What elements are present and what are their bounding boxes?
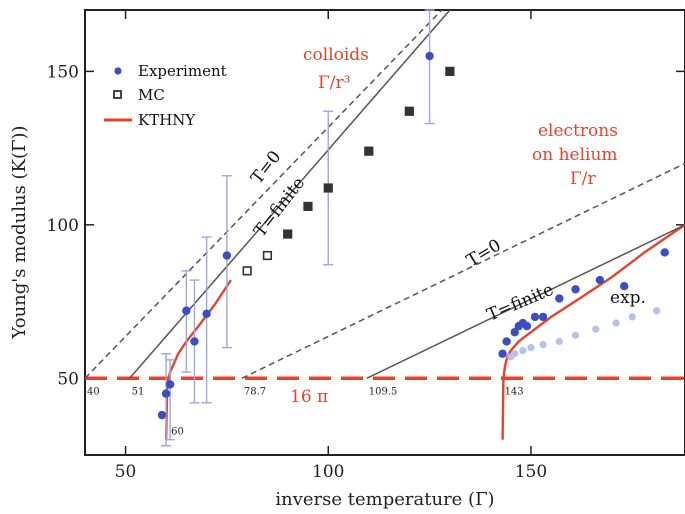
legend-label-mc: MC bbox=[138, 86, 165, 104]
mc-point-2 bbox=[283, 229, 293, 239]
legend-marker-experiment bbox=[114, 67, 122, 75]
experiment-faint-point-2 bbox=[519, 347, 527, 355]
experiment-point-1-9 bbox=[571, 285, 580, 294]
mc-point-6 bbox=[404, 106, 414, 116]
legend-label-experiment: Experiment bbox=[138, 62, 227, 80]
series-line-9 bbox=[366, 224, 685, 379]
annotation-t0-electrons: T=0 bbox=[463, 235, 505, 271]
experiment-point-0-5 bbox=[202, 309, 211, 319]
x-tick-label-2: 150 bbox=[515, 462, 547, 482]
annotation-electrons: electrons bbox=[538, 121, 618, 141]
experiment-point-1-10 bbox=[595, 275, 605, 285]
legend-marker-mc bbox=[113, 90, 122, 99]
threshold-mark-2: 78.7 bbox=[244, 386, 266, 397]
ticks-layer: 50 100 150 50 100 150 bbox=[47, 10, 685, 482]
experiment-faint-point-5 bbox=[555, 337, 563, 346]
experiment-faint-point-4 bbox=[539, 340, 547, 349]
annotation-t0-colloids: T=0 bbox=[247, 147, 285, 188]
experiment-point-1-12 bbox=[660, 248, 669, 257]
threshold-mark-0: 40 bbox=[87, 386, 100, 397]
experiment-point-0-6 bbox=[222, 251, 232, 260]
experiment-point-1-7 bbox=[538, 312, 548, 322]
threshold-label: 16 π bbox=[290, 387, 328, 407]
annotation-colloids-scaling: Γ/r³ bbox=[318, 73, 350, 93]
experiment-faint-point-3 bbox=[527, 343, 535, 352]
series-line-7 bbox=[129, 9, 451, 379]
experiment-point-0-8 bbox=[425, 51, 434, 61]
experiment-point-1-0 bbox=[498, 349, 507, 358]
experiment-point-0-0 bbox=[157, 410, 167, 420]
experiment-faint-point-10 bbox=[653, 307, 661, 315]
experiment-point-0-2 bbox=[165, 380, 175, 389]
y-tick-label-2: 150 bbox=[47, 62, 79, 82]
experiment-faint-point-8 bbox=[612, 319, 620, 327]
experiment-point-0-4 bbox=[190, 337, 199, 346]
series-line-4 bbox=[164, 279, 232, 440]
labels-layer: 40 51 78.7 109.5 143 60 bbox=[87, 386, 524, 437]
experiment-point-1-1 bbox=[502, 337, 511, 346]
mc-point-5 bbox=[364, 146, 374, 156]
experiment-point-1-5 bbox=[522, 321, 532, 331]
annotation-exp: exp. bbox=[610, 288, 646, 308]
series-line-6 bbox=[84, 9, 443, 379]
annotation-colloids: colloids bbox=[303, 45, 369, 65]
points-layer bbox=[157, 51, 669, 420]
y-tick-label-1: 100 bbox=[47, 216, 79, 236]
experiment-faint-point-6 bbox=[571, 331, 580, 339]
threshold-mark-5: 60 bbox=[171, 426, 184, 437]
legend-label-kthny: KTHNY bbox=[138, 111, 196, 129]
threshold-mark-3: 109.5 bbox=[369, 386, 398, 397]
annotation-electrons-scaling: Γ/r bbox=[570, 169, 597, 189]
x-tick-label-0: 50 bbox=[115, 462, 137, 482]
experiment-faint-point-1 bbox=[511, 350, 519, 358]
mc-point-4 bbox=[323, 183, 333, 193]
mc-point-0 bbox=[242, 266, 252, 276]
mc-point-1 bbox=[262, 250, 273, 261]
x-axis-title: inverse temperature (Γ) bbox=[275, 489, 494, 510]
plot-frame bbox=[84, 9, 685, 456]
mc-point-3 bbox=[303, 201, 313, 212]
y-tick-label-0: 50 bbox=[57, 369, 79, 389]
experiment-point-1-6 bbox=[530, 312, 540, 322]
experiment-point-0-3 bbox=[182, 306, 191, 315]
experiment-point-1-2 bbox=[510, 328, 519, 337]
threshold-mark-4: 143 bbox=[505, 386, 524, 397]
experiment-point-1-11 bbox=[619, 282, 629, 291]
experiment-point-1-8 bbox=[555, 294, 564, 303]
series-line-5 bbox=[501, 223, 685, 440]
experiment-faint-point-9 bbox=[628, 313, 636, 321]
legend: Experiment MC KTHNY bbox=[104, 62, 227, 129]
threshold-mark-1: 51 bbox=[132, 386, 145, 397]
y-axis-title: Young's modulus (K(Γ)) bbox=[9, 125, 30, 339]
mc-point-7 bbox=[445, 66, 455, 76]
experiment-point-0-1 bbox=[161, 389, 171, 398]
annotation-on-helium: on helium bbox=[532, 145, 618, 165]
experiment-faint-point-7 bbox=[592, 325, 600, 333]
x-tick-label-1: 100 bbox=[312, 462, 344, 482]
series-line-8 bbox=[241, 162, 685, 379]
